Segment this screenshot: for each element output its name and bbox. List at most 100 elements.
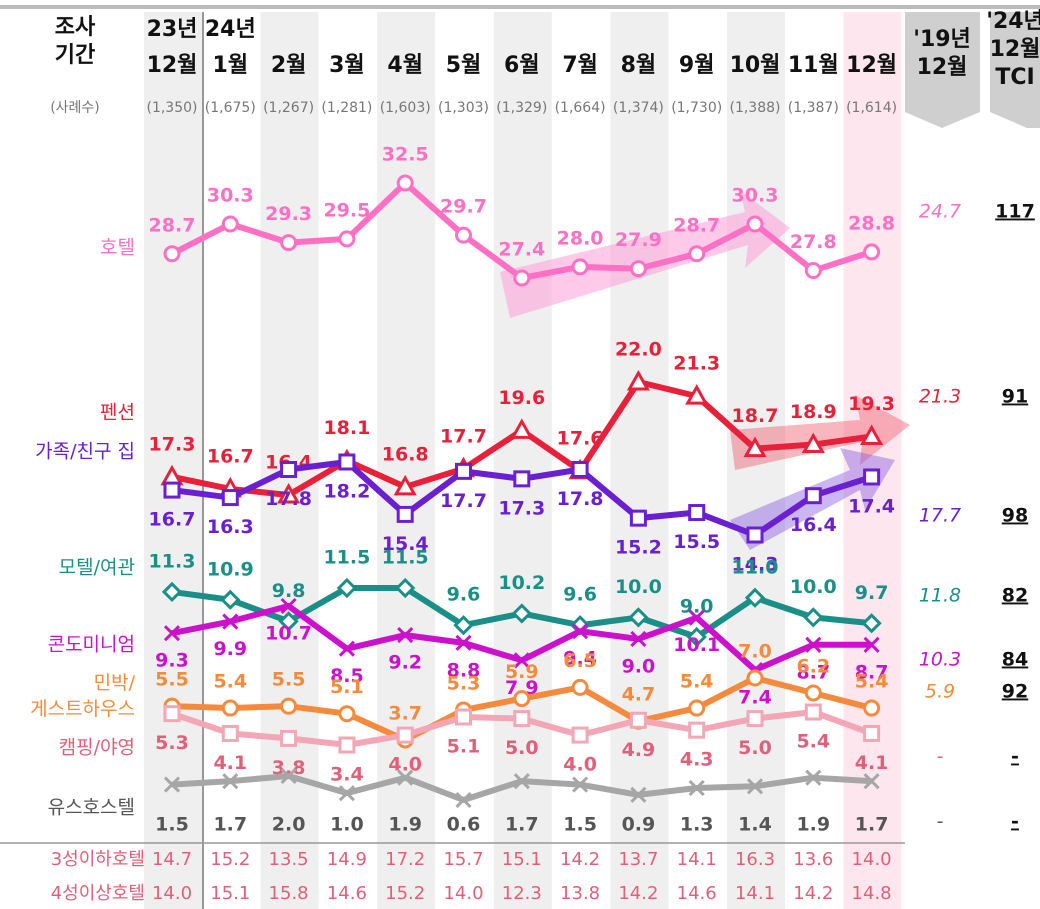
marker <box>629 711 647 729</box>
marker <box>397 769 414 786</box>
marker <box>630 786 647 803</box>
data-label: 9.9 <box>213 638 247 660</box>
row-value: 13.6 <box>793 849 833 870</box>
marker <box>805 636 822 653</box>
data-label: 2.0 <box>272 814 306 836</box>
data-label: 5.1 <box>330 676 364 698</box>
data-label: 14.3 <box>732 554 779 576</box>
data-label: 1.5 <box>155 814 189 836</box>
marker <box>571 460 589 478</box>
data-label: 18.2 <box>323 481 370 503</box>
marker <box>863 243 881 261</box>
data-label: 9.6 <box>447 584 481 606</box>
data-label: 8.7 <box>796 661 830 683</box>
marker <box>338 640 355 657</box>
data-label: 5.5 <box>272 669 306 691</box>
data-label: 27.8 <box>790 231 837 253</box>
data-label: 30.3 <box>207 184 254 206</box>
data-label: 1.9 <box>796 814 830 836</box>
x-tick-label: 9월 <box>679 53 715 78</box>
data-label: 5.3 <box>155 732 189 754</box>
marker <box>221 699 239 717</box>
marker <box>803 607 824 628</box>
x-tick-label: 4월 <box>387 53 423 78</box>
tci-value: 92 <box>1002 681 1028 703</box>
data-label: 11.5 <box>323 547 370 569</box>
prev-value: 21.3 <box>919 386 961 408</box>
marker <box>746 710 764 728</box>
column-stripe <box>727 12 785 909</box>
trend-arrow <box>730 395 910 470</box>
marker <box>513 710 531 728</box>
data-label: 8.8 <box>447 659 481 681</box>
prev-value: - <box>937 811 944 833</box>
row-value: 14.6 <box>677 883 717 904</box>
data-label: 17.8 <box>265 488 312 510</box>
data-label: 1.5 <box>563 814 597 836</box>
data-label: 17.6 <box>557 427 604 449</box>
marker <box>221 215 239 233</box>
data-label: 5.0 <box>738 737 772 759</box>
marker <box>629 509 647 527</box>
data-label: 17.3 <box>498 497 545 519</box>
data-label: 3.4 <box>330 764 364 786</box>
data-label: 4.3 <box>680 749 714 771</box>
data-label: 9.8 <box>272 580 306 602</box>
data-label: 5.3 <box>447 672 481 694</box>
x-tick-label: 11월 <box>788 53 839 78</box>
marker <box>688 779 705 797</box>
marker <box>746 669 764 687</box>
prev-value: 17.7 <box>919 505 961 527</box>
row-value: 15.1 <box>502 849 542 870</box>
row-value: 14.1 <box>735 883 775 904</box>
sample-size: (1,303) <box>438 100 489 116</box>
marker <box>860 424 884 445</box>
data-label: 1.7 <box>855 814 889 836</box>
series-name: 펜션 <box>100 402 135 424</box>
data-label: 4.1 <box>213 752 247 774</box>
banner <box>905 12 980 128</box>
data-label: 29.3 <box>265 203 312 225</box>
x-tick-label: 23년 12월 <box>147 17 198 78</box>
x-tick-label: 7월 <box>562 53 598 78</box>
marker <box>746 778 764 795</box>
marker <box>629 260 647 278</box>
marker <box>338 785 355 802</box>
data-label: 9.4 <box>563 648 597 670</box>
marker <box>510 418 534 439</box>
marker <box>396 726 414 744</box>
marker <box>221 724 239 742</box>
background <box>144 12 902 909</box>
x-tick-label: 6월 <box>504 53 540 78</box>
data-label: 5.1 <box>447 735 481 757</box>
marker <box>804 262 822 280</box>
column-stripe <box>377 12 436 909</box>
marker <box>688 721 706 739</box>
data-label: 4.1 <box>855 752 889 774</box>
marker <box>338 705 356 723</box>
marker <box>801 432 825 454</box>
marker <box>861 613 882 634</box>
marker <box>743 436 767 458</box>
marker <box>393 474 417 496</box>
data-label: 5.4 <box>855 671 889 693</box>
x-tick-label: 10월 <box>730 53 781 78</box>
row-value: 13.8 <box>560 883 600 904</box>
marker <box>630 630 647 648</box>
marker <box>688 699 706 717</box>
data-label: 1.7 <box>213 814 247 836</box>
marker <box>688 609 705 626</box>
sample-size: (1,730) <box>671 100 722 116</box>
data-label: 7.0 <box>738 641 772 663</box>
marker <box>395 577 416 599</box>
marker <box>863 636 880 653</box>
column-stripe <box>260 12 319 909</box>
top-rule <box>0 5 1040 9</box>
marker <box>453 615 474 636</box>
marker <box>455 462 472 480</box>
data-label: 1.7 <box>505 814 539 836</box>
marker <box>571 726 589 744</box>
row-value: 14.0 <box>443 883 483 904</box>
prev-value: 10.3 <box>919 649 961 671</box>
data-label: 10.9 <box>207 558 254 580</box>
